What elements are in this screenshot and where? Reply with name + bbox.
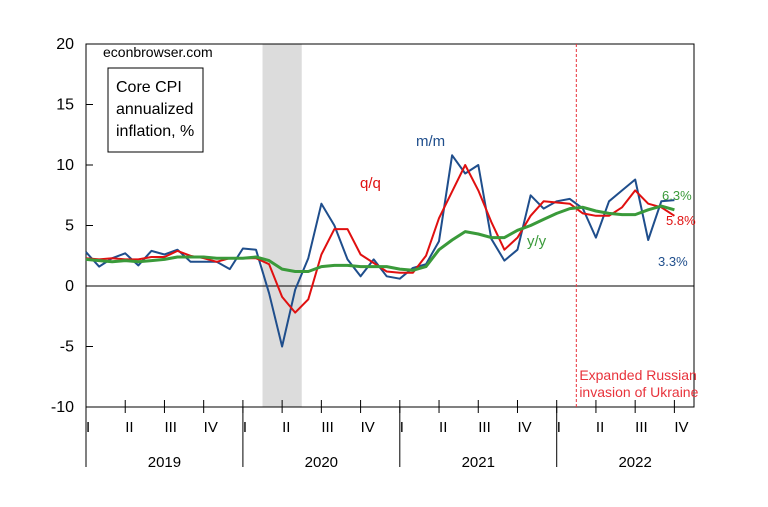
x-quarter-label: I: [86, 419, 90, 436]
x-quarter-label: IV: [204, 419, 218, 436]
x-quarter-label: IV: [361, 419, 375, 436]
series-label-mm: m/m: [416, 133, 445, 150]
x-year-label: 2020: [305, 454, 338, 471]
x-quarter-label: II: [125, 419, 133, 436]
x-quarter-label: I: [400, 419, 404, 436]
x-quarter-label: IV: [517, 419, 531, 436]
x-year-label: 2022: [618, 454, 651, 471]
y-tick-label: 5: [65, 218, 74, 235]
x-year-label: 2019: [148, 454, 181, 471]
event-label-line: invasion of Ukraine: [579, 384, 698, 400]
chart-root: 20 15 10 5 0 -5 -10 I II III IV I II III IV I II III IV I II…: [0, 0, 768, 507]
y-tick-label: 10: [56, 157, 74, 174]
x-quarter-label: IV: [674, 419, 688, 436]
x-year-label: 2021: [462, 454, 495, 471]
end-label-mm: 3.3%: [658, 254, 688, 269]
x-quarter-label: I: [243, 419, 247, 436]
end-label-qq: 5.8%: [666, 213, 696, 228]
x-quarter-label: III: [321, 419, 334, 436]
legend-box-line: Core CPI: [116, 79, 182, 96]
legend-box-line: inflation, %: [116, 123, 194, 140]
y-tick-label: 0: [65, 278, 74, 295]
event-label-line: Expanded Russian: [579, 367, 697, 383]
x-quarter-label: III: [478, 419, 491, 436]
series-label-qq: q/q: [360, 175, 381, 192]
y-tick-label: 15: [56, 97, 74, 114]
core-cpi-chart: 20151050-5-10I II III IV I II III IV I II III IV I II…: [0, 0, 768, 507]
x-quarter-label: I: [557, 419, 561, 436]
x-quarter-label: III: [635, 419, 648, 436]
y-tick-label: -10: [51, 399, 74, 416]
source-label: econbrowser.com: [103, 44, 213, 60]
y-tick-label: -5: [60, 339, 74, 356]
series-label-yy: y/y: [527, 233, 547, 250]
x-quarter-label: II: [439, 419, 447, 436]
x-quarter-label: III: [164, 419, 177, 436]
end-label-yy: 6.3%: [662, 188, 692, 203]
x-quarter-label: II: [596, 419, 604, 436]
y-tick-label: 20: [56, 36, 74, 53]
recession-shade: [263, 44, 302, 407]
legend-box-line: annualized: [116, 101, 193, 118]
x-quarter-label: II: [282, 419, 290, 436]
